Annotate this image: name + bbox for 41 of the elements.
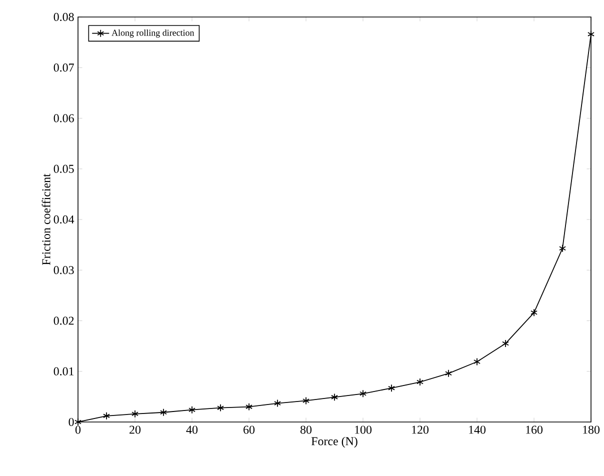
x-tick-label: 100 — [355, 426, 372, 434]
point — [530, 308, 538, 317]
point — [559, 244, 566, 252]
x-tick-label: 80 — [300, 426, 312, 434]
y-tick-label: 0.04 — [54, 215, 74, 224]
point — [474, 358, 480, 366]
point — [103, 412, 110, 420]
point — [74, 418, 82, 426]
point — [160, 408, 167, 416]
x-tick-label: 120 — [412, 426, 429, 434]
y-tick-label: 0 — [68, 418, 74, 426]
point — [331, 393, 338, 402]
x-axis-title: Force (N) — [311, 436, 358, 448]
point — [132, 410, 138, 418]
x-tick-label: 180 — [583, 426, 600, 434]
point — [217, 404, 224, 412]
x-tick-label: 140 — [469, 426, 486, 434]
point — [388, 384, 395, 392]
point — [445, 369, 452, 378]
x-tick-label: 60 — [244, 426, 255, 434]
point — [246, 402, 252, 411]
point — [302, 396, 310, 405]
point — [502, 340, 509, 348]
y-tick-label: 0.07 — [54, 64, 74, 72]
x-tick-label: 160 — [526, 426, 543, 434]
y-tick-label: 0.06 — [54, 114, 74, 122]
legend-label: Along rolling direction — [112, 29, 194, 38]
x-tick-label: 40 — [186, 426, 198, 434]
point — [360, 390, 366, 398]
x-tick-label: 0 — [75, 426, 81, 434]
y-tick-label: 0.02 — [54, 316, 74, 325]
point — [188, 406, 196, 414]
x-tick-label: 20 — [130, 426, 141, 434]
y-tick-label: 0.03 — [54, 266, 74, 274]
point — [274, 399, 281, 408]
y-tick-label: 0.05 — [54, 164, 74, 173]
y-tick-label: 0.01 — [54, 367, 74, 376]
y-axis-title: Friction coefficient — [42, 174, 50, 266]
point — [416, 378, 424, 386]
y-tick-label: 0.08 — [54, 12, 74, 22]
point — [588, 30, 594, 38]
